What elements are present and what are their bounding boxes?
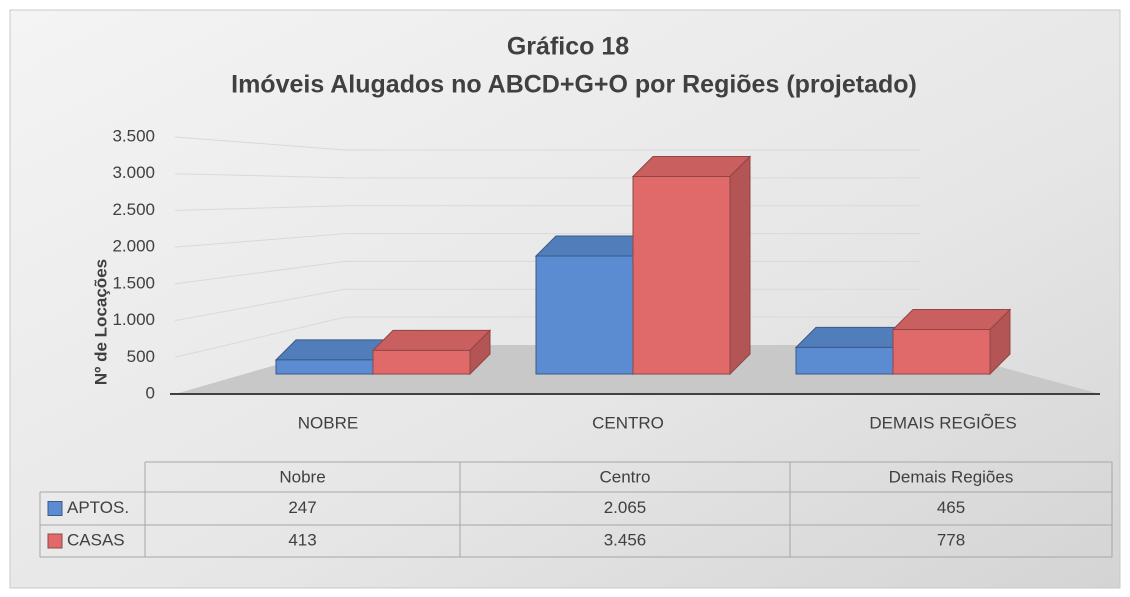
- bar: [631, 155, 752, 376]
- table-value: 465: [937, 498, 965, 517]
- bar-front: [795, 346, 894, 375]
- table-value: 778: [937, 530, 965, 549]
- bar-side: [729, 155, 751, 376]
- y-tick-label: 2.000: [112, 237, 155, 256]
- table-value: 3.456: [604, 530, 647, 549]
- bar-front: [632, 176, 731, 375]
- y-tick-label: 0: [146, 383, 155, 402]
- y-tick-label: 1.000: [112, 310, 155, 329]
- bar: [891, 308, 1012, 376]
- table-value: 2.065: [604, 498, 647, 517]
- bar: [371, 329, 492, 376]
- y-axis-title: Nº de Locações: [91, 259, 110, 385]
- y-tick-label: 3.000: [112, 163, 155, 182]
- table-header: Centro: [599, 467, 650, 486]
- legend-label: APTOS.: [67, 498, 129, 517]
- x-tick-label: CENTRO: [592, 413, 664, 432]
- table-header: Nobre: [279, 467, 325, 486]
- y-tick-label: 500: [127, 347, 155, 366]
- legend-swatch: [47, 533, 63, 549]
- x-tick-label: DEMAIS REGIÕES: [869, 413, 1016, 432]
- table-header: Demais Regiões: [889, 467, 1014, 486]
- bar-front: [275, 359, 374, 375]
- legend-swatch: [47, 501, 63, 516]
- y-tick-label: 3.500: [112, 126, 155, 145]
- bar-front: [535, 255, 634, 375]
- table-value: 247: [288, 498, 316, 517]
- table-value: 413: [288, 530, 316, 549]
- chart-subtitle: Imóveis Alugados no ABCD+G+O por Regiões…: [231, 71, 917, 99]
- legend-label: CASAS: [67, 530, 125, 549]
- chart-title: Gráfico 18: [507, 33, 629, 61]
- y-tick-label: 2.500: [112, 200, 155, 219]
- x-tick-label: NOBRE: [298, 413, 358, 432]
- bar-front: [372, 349, 471, 375]
- bar-front: [892, 329, 991, 375]
- y-tick-label: 1.500: [112, 273, 155, 292]
- grid-line: [174, 136, 920, 151]
